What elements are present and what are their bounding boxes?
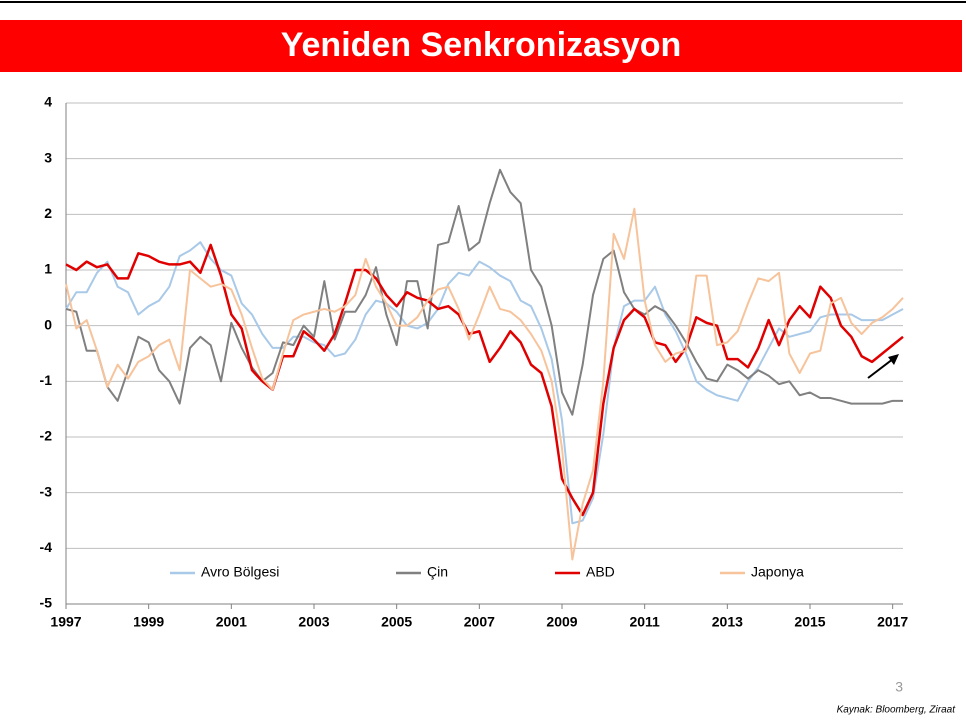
source-note: Kaynak: Bloomberg, Ziraat [837, 705, 957, 716]
series-line [65, 241, 904, 525]
y-tick-label: 2 [44, 205, 52, 221]
page-number: 3 [895, 679, 903, 695]
legend-label: Avro Bölgesi [201, 564, 279, 580]
legend-label: Çin [427, 564, 448, 580]
x-tick-label: 2005 [381, 614, 412, 630]
y-tick-label: -1 [40, 372, 53, 388]
x-tick-label: 2007 [464, 614, 495, 630]
y-tick-label: 0 [44, 316, 52, 332]
x-tick-label: 2013 [712, 614, 743, 630]
legend-label: ABD [586, 564, 615, 580]
x-tick-label: 1999 [133, 614, 164, 630]
series-line [65, 207, 904, 561]
chart-title: Yeniden Senkronizasyon [281, 26, 682, 64]
y-tick-label: 3 [44, 149, 52, 165]
x-tick-label: 2003 [298, 614, 329, 630]
y-tick-label: -5 [40, 595, 53, 611]
x-tick-label: 1997 [50, 614, 81, 630]
series-line [65, 243, 904, 517]
x-tick-label: 2017 [877, 614, 908, 630]
x-tick-label: 2001 [216, 614, 247, 630]
y-tick-label: -2 [40, 428, 53, 444]
y-tick-label: 4 [44, 94, 52, 110]
series-line [65, 168, 903, 416]
y-tick-label: -4 [40, 539, 53, 555]
legend-label: Japonya [751, 564, 804, 580]
x-tick-label: 2009 [546, 614, 577, 630]
x-tick-label: 2015 [794, 614, 825, 630]
title-banner [0, 20, 962, 72]
x-tick-label: 2011 [629, 614, 660, 630]
y-tick-label: -3 [40, 483, 53, 499]
y-tick-label: 1 [44, 261, 52, 277]
arrow [867, 354, 899, 379]
